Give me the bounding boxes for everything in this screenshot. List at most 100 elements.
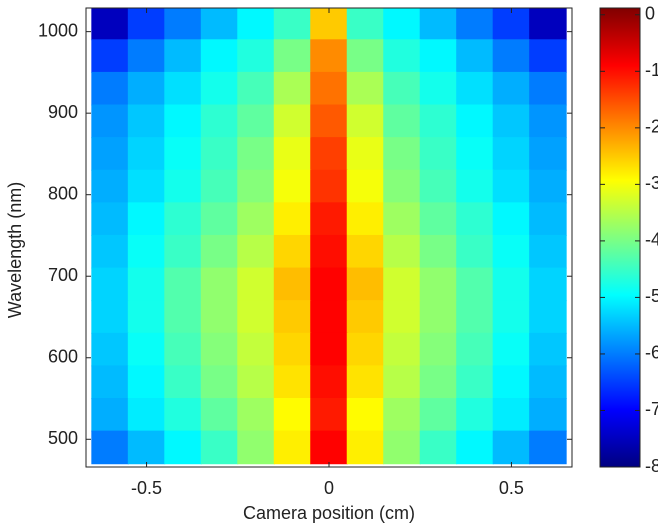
- heatmap-cell: [492, 300, 531, 334]
- heatmap-cell: [383, 300, 421, 334]
- heatmap-cell: [127, 137, 166, 171]
- heatmap-cell: [273, 137, 312, 171]
- heatmap-cell: [383, 71, 421, 106]
- y-tick-label: 700: [48, 265, 78, 285]
- heatmap-cell: [529, 71, 567, 106]
- heatmap-cell: [419, 104, 458, 139]
- colorbar: [599, 7, 641, 468]
- heatmap-cell: [310, 365, 348, 400]
- heatmap-cell: [164, 202, 202, 236]
- heatmap-cell: [310, 169, 348, 204]
- heatmap-cell: [383, 8, 421, 41]
- heatmap-cell: [164, 430, 202, 465]
- heatmap-cell: [419, 300, 458, 334]
- heatmap-cell: [456, 169, 494, 204]
- heatmap-cell: [310, 8, 348, 41]
- colorbar-tick-label: -7: [645, 399, 658, 419]
- heatmap-cell: [492, 8, 531, 41]
- heatmap-cell: [164, 71, 202, 106]
- heatmap-cell: [492, 332, 531, 367]
- heatmap-cell: [419, 137, 458, 171]
- heatmap-cell: [456, 365, 494, 400]
- heatmap-cell: [91, 202, 129, 236]
- colorbar-tick-label: -8: [645, 456, 658, 476]
- heatmap-cell: [273, 39, 312, 73]
- heatmap-cell: [200, 8, 239, 41]
- heatmap-cell: [164, 332, 202, 367]
- y-tick-label: 500: [48, 428, 78, 448]
- colorbar-tick-label: -1: [645, 60, 658, 80]
- heatmap-cell: [237, 202, 275, 236]
- heatmap-cell: [492, 71, 531, 106]
- y-tick-label: 1000: [38, 20, 78, 40]
- heatmap-cell: [529, 234, 567, 269]
- heatmap-cell: [164, 398, 202, 432]
- heatmap-cell: [273, 71, 312, 106]
- heatmap-cell: [237, 300, 275, 334]
- heatmap-cell: [200, 398, 239, 432]
- heatmap-cell: [164, 137, 202, 171]
- heatmap-cell: [200, 365, 239, 400]
- y-tick-label: 900: [48, 102, 78, 122]
- heatmap-cell: [164, 234, 202, 269]
- heatmap-cell: [346, 398, 385, 432]
- heatmap-cell: [273, 430, 312, 465]
- heatmap-cell: [383, 169, 421, 204]
- heatmap-cell: [346, 137, 385, 171]
- heatmap-cell: [127, 202, 166, 236]
- heatmap-cell: [273, 234, 312, 269]
- heatmap-cell: [529, 300, 567, 334]
- heatmap-cell: [310, 267, 348, 302]
- heatmap-cell: [273, 398, 312, 432]
- heatmap-cell: [237, 137, 275, 171]
- heatmap-cell: [91, 104, 129, 139]
- heatmap-cell: [383, 398, 421, 432]
- heatmap-cell: [200, 104, 239, 139]
- x-tick-label: 0: [324, 478, 334, 498]
- colorbar-tick-label: 0: [645, 4, 655, 24]
- heatmap-cell: [456, 234, 494, 269]
- heatmap-cell: [237, 234, 275, 269]
- heatmap-cell: [346, 39, 385, 73]
- heatmap: [91, 8, 567, 465]
- heatmap-cell: [456, 430, 494, 465]
- heatmap-cell: [346, 332, 385, 367]
- heatmap-cell: [164, 365, 202, 400]
- heatmap-cell: [273, 300, 312, 334]
- heatmap-cell: [237, 8, 275, 41]
- heatmap-cell: [529, 332, 567, 367]
- heatmap-cell: [310, 137, 348, 171]
- heatmap-cell: [127, 71, 166, 106]
- heatmap-cell: [127, 8, 166, 41]
- heatmap-cell: [310, 300, 348, 334]
- heatmap-cell: [456, 71, 494, 106]
- heatmap-cell: [310, 332, 348, 367]
- heatmap-cell: [127, 104, 166, 139]
- heatmap-cell: [310, 202, 348, 236]
- heatmap-cell: [419, 71, 458, 106]
- heatmap-cell: [346, 267, 385, 302]
- heatmap-cell: [200, 71, 239, 106]
- heatmap-cell: [237, 104, 275, 139]
- heatmap-cell: [346, 104, 385, 139]
- heatmap-cell: [164, 104, 202, 139]
- heatmap-cell: [310, 398, 348, 432]
- heatmap-cell: [383, 267, 421, 302]
- heatmap-cell: [456, 137, 494, 171]
- heatmap-cell: [91, 365, 129, 400]
- heatmap-cell: [456, 300, 494, 334]
- heatmap-cell: [237, 332, 275, 367]
- heatmap-cell: [310, 234, 348, 269]
- heatmap-cell: [419, 39, 458, 73]
- heatmap-cell: [91, 267, 129, 302]
- heatmap-cell: [310, 430, 348, 465]
- heatmap-cell: [91, 332, 129, 367]
- heatmap-cell: [237, 267, 275, 302]
- heatmap-cell: [529, 137, 567, 171]
- heatmap-cell: [273, 8, 312, 41]
- colorbar-tick-label: -3: [645, 173, 658, 193]
- heatmap-cell: [419, 169, 458, 204]
- heatmap-cell: [383, 365, 421, 400]
- heatmap-cell: [273, 169, 312, 204]
- y-axis-label: Wavelength (nm): [5, 182, 25, 318]
